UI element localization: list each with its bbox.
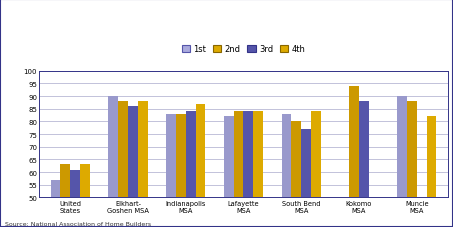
Bar [118, 102, 128, 197]
Bar [176, 114, 186, 197]
Bar [349, 87, 359, 197]
Bar [427, 117, 436, 197]
Bar [244, 112, 253, 197]
Text: Source: National Association of Home Builders: Source: National Association of Home Bui… [5, 221, 152, 226]
Text: Figure 1: Housing Opportunity Index, By Quarter: 2001: Figure 1: Housing Opportunity Index, By … [5, 13, 317, 22]
Bar [397, 97, 407, 197]
Bar [253, 112, 263, 197]
Bar [196, 104, 205, 197]
Bar [108, 97, 118, 197]
Bar [407, 102, 417, 197]
Bar [166, 114, 176, 197]
Text: Elkhart-Goshen led Indiana metro areas: Elkhart-Goshen led Indiana metro areas [5, 48, 241, 58]
Legend: 1st, 2nd, 3rd, 4th: 1st, 2nd, 3rd, 4th [178, 42, 308, 57]
Bar [70, 170, 80, 197]
Bar [301, 129, 311, 197]
Bar [282, 114, 291, 197]
Bar [224, 117, 234, 197]
Bar [359, 102, 369, 197]
Bar [60, 165, 70, 197]
Bar [128, 107, 138, 197]
Bar [186, 112, 196, 197]
Bar [138, 102, 148, 197]
Bar [80, 165, 90, 197]
Bar [51, 180, 60, 197]
Bar [234, 112, 244, 197]
Bar [311, 112, 321, 197]
Bar [291, 122, 301, 197]
